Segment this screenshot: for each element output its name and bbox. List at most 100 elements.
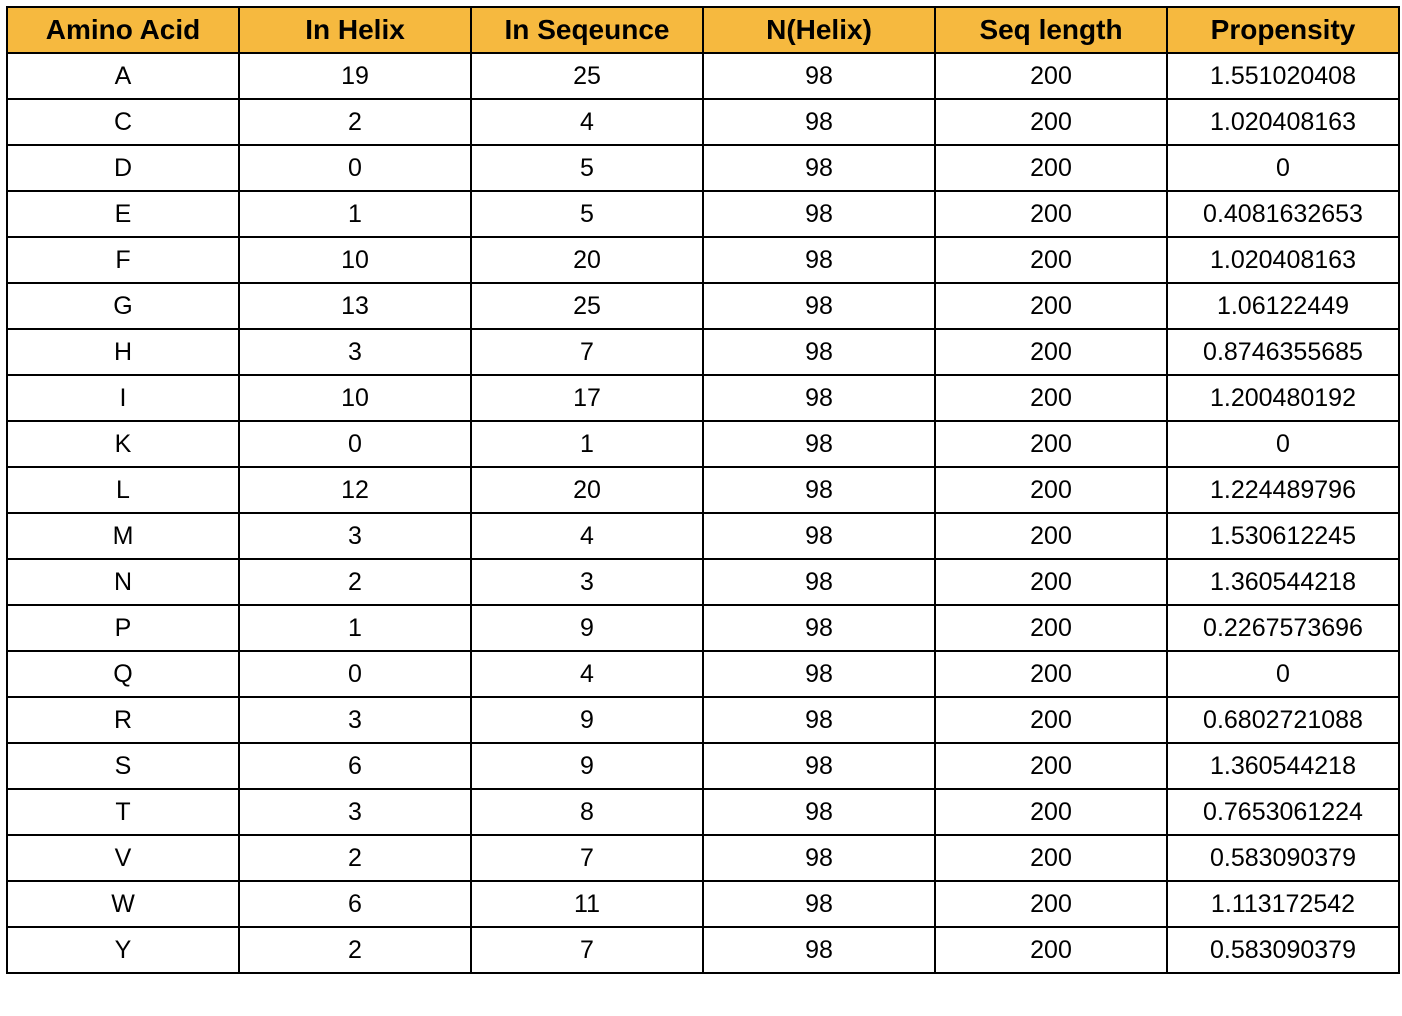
cell-n-helix[interactable]: 98 bbox=[702, 420, 936, 468]
cell-seq-length[interactable]: 200 bbox=[934, 650, 1168, 698]
cell-in-sequence[interactable]: 7 bbox=[470, 328, 704, 376]
cell-n-helix[interactable]: 98 bbox=[702, 98, 936, 146]
cell-in-helix[interactable]: 10 bbox=[238, 236, 472, 284]
cell-in-sequence[interactable]: 8 bbox=[470, 788, 704, 836]
header-in-helix[interactable]: In Helix bbox=[238, 6, 472, 54]
cell-propensity[interactable]: 1.020408163 bbox=[1166, 98, 1400, 146]
cell-in-helix[interactable]: 2 bbox=[238, 558, 472, 606]
cell-in-sequence[interactable]: 3 bbox=[470, 558, 704, 606]
cell-amino-acid[interactable]: G bbox=[6, 282, 240, 330]
cell-seq-length[interactable]: 200 bbox=[934, 926, 1168, 974]
cell-propensity[interactable]: 1.224489796 bbox=[1166, 466, 1400, 514]
cell-in-helix[interactable]: 1 bbox=[238, 190, 472, 238]
cell-n-helix[interactable]: 98 bbox=[702, 190, 936, 238]
cell-in-helix[interactable]: 0 bbox=[238, 144, 472, 192]
cell-in-helix[interactable]: 0 bbox=[238, 650, 472, 698]
cell-in-sequence[interactable]: 4 bbox=[470, 98, 704, 146]
cell-propensity[interactable]: 0.6802721088 bbox=[1166, 696, 1400, 744]
cell-n-helix[interactable]: 98 bbox=[702, 650, 936, 698]
cell-seq-length[interactable]: 200 bbox=[934, 236, 1168, 284]
cell-propensity[interactable]: 0.583090379 bbox=[1166, 926, 1400, 974]
cell-n-helix[interactable]: 98 bbox=[702, 374, 936, 422]
cell-in-helix[interactable]: 12 bbox=[238, 466, 472, 514]
cell-in-sequence[interactable]: 4 bbox=[470, 512, 704, 560]
cell-propensity[interactable]: 0 bbox=[1166, 144, 1400, 192]
cell-propensity[interactable]: 0.2267573696 bbox=[1166, 604, 1400, 652]
cell-seq-length[interactable]: 200 bbox=[934, 834, 1168, 882]
cell-amino-acid[interactable]: K bbox=[6, 420, 240, 468]
cell-n-helix[interactable]: 98 bbox=[702, 604, 936, 652]
cell-propensity[interactable]: 0.583090379 bbox=[1166, 834, 1400, 882]
cell-amino-acid[interactable]: R bbox=[6, 696, 240, 744]
cell-n-helix[interactable]: 98 bbox=[702, 144, 936, 192]
cell-in-sequence[interactable]: 11 bbox=[470, 880, 704, 928]
cell-in-helix[interactable]: 0 bbox=[238, 420, 472, 468]
cell-in-sequence[interactable]: 4 bbox=[470, 650, 704, 698]
cell-seq-length[interactable]: 200 bbox=[934, 558, 1168, 606]
cell-in-sequence[interactable]: 25 bbox=[470, 282, 704, 330]
cell-in-helix[interactable]: 19 bbox=[238, 52, 472, 100]
cell-amino-acid[interactable]: F bbox=[6, 236, 240, 284]
cell-amino-acid[interactable]: S bbox=[6, 742, 240, 790]
cell-in-sequence[interactable]: 9 bbox=[470, 696, 704, 744]
cell-amino-acid[interactable]: P bbox=[6, 604, 240, 652]
cell-in-helix[interactable]: 2 bbox=[238, 98, 472, 146]
cell-seq-length[interactable]: 200 bbox=[934, 328, 1168, 376]
cell-propensity[interactable]: 0.8746355685 bbox=[1166, 328, 1400, 376]
cell-in-sequence[interactable]: 20 bbox=[470, 466, 704, 514]
cell-in-helix[interactable]: 13 bbox=[238, 282, 472, 330]
cell-amino-acid[interactable]: C bbox=[6, 98, 240, 146]
cell-propensity[interactable]: 1.020408163 bbox=[1166, 236, 1400, 284]
cell-in-sequence[interactable]: 25 bbox=[470, 52, 704, 100]
cell-seq-length[interactable]: 200 bbox=[934, 374, 1168, 422]
cell-in-helix[interactable]: 1 bbox=[238, 604, 472, 652]
cell-in-sequence[interactable]: 5 bbox=[470, 190, 704, 238]
cell-amino-acid[interactable]: M bbox=[6, 512, 240, 560]
cell-amino-acid[interactable]: A bbox=[6, 52, 240, 100]
cell-n-helix[interactable]: 98 bbox=[702, 742, 936, 790]
header-n-helix[interactable]: N(Helix) bbox=[702, 6, 936, 54]
cell-seq-length[interactable]: 200 bbox=[934, 144, 1168, 192]
cell-in-sequence[interactable]: 17 bbox=[470, 374, 704, 422]
cell-in-sequence[interactable]: 9 bbox=[470, 742, 704, 790]
cell-propensity[interactable]: 1.200480192 bbox=[1166, 374, 1400, 422]
cell-in-sequence[interactable]: 7 bbox=[470, 834, 704, 882]
cell-seq-length[interactable]: 200 bbox=[934, 52, 1168, 100]
header-propensity[interactable]: Propensity bbox=[1166, 6, 1400, 54]
cell-amino-acid[interactable]: W bbox=[6, 880, 240, 928]
cell-in-sequence[interactable]: 20 bbox=[470, 236, 704, 284]
cell-in-helix[interactable]: 2 bbox=[238, 926, 472, 974]
cell-propensity[interactable]: 0.7653061224 bbox=[1166, 788, 1400, 836]
cell-seq-length[interactable]: 200 bbox=[934, 788, 1168, 836]
cell-in-helix[interactable]: 3 bbox=[238, 696, 472, 744]
cell-n-helix[interactable]: 98 bbox=[702, 52, 936, 100]
cell-seq-length[interactable]: 200 bbox=[934, 190, 1168, 238]
cell-propensity[interactable]: 1.551020408 bbox=[1166, 52, 1400, 100]
cell-n-helix[interactable]: 98 bbox=[702, 282, 936, 330]
cell-n-helix[interactable]: 98 bbox=[702, 466, 936, 514]
cell-amino-acid[interactable]: I bbox=[6, 374, 240, 422]
cell-seq-length[interactable]: 200 bbox=[934, 466, 1168, 514]
cell-in-sequence[interactable]: 7 bbox=[470, 926, 704, 974]
cell-amino-acid[interactable]: T bbox=[6, 788, 240, 836]
cell-seq-length[interactable]: 200 bbox=[934, 880, 1168, 928]
header-seq-length[interactable]: Seq length bbox=[934, 6, 1168, 54]
cell-seq-length[interactable]: 200 bbox=[934, 604, 1168, 652]
header-in-sequence[interactable]: In Seqeunce bbox=[470, 6, 704, 54]
cell-propensity[interactable]: 1.360544218 bbox=[1166, 558, 1400, 606]
cell-n-helix[interactable]: 98 bbox=[702, 236, 936, 284]
cell-propensity[interactable]: 1.530612245 bbox=[1166, 512, 1400, 560]
cell-in-helix[interactable]: 3 bbox=[238, 788, 472, 836]
cell-seq-length[interactable]: 200 bbox=[934, 742, 1168, 790]
cell-n-helix[interactable]: 98 bbox=[702, 696, 936, 744]
cell-amino-acid[interactable]: L bbox=[6, 466, 240, 514]
header-amino-acid[interactable]: Amino Acid bbox=[6, 6, 240, 54]
cell-amino-acid[interactable]: D bbox=[6, 144, 240, 192]
cell-n-helix[interactable]: 98 bbox=[702, 880, 936, 928]
cell-n-helix[interactable]: 98 bbox=[702, 926, 936, 974]
cell-seq-length[interactable]: 200 bbox=[934, 512, 1168, 560]
cell-n-helix[interactable]: 98 bbox=[702, 788, 936, 836]
cell-propensity[interactable]: 0 bbox=[1166, 420, 1400, 468]
cell-n-helix[interactable]: 98 bbox=[702, 328, 936, 376]
cell-amino-acid[interactable]: Y bbox=[6, 926, 240, 974]
